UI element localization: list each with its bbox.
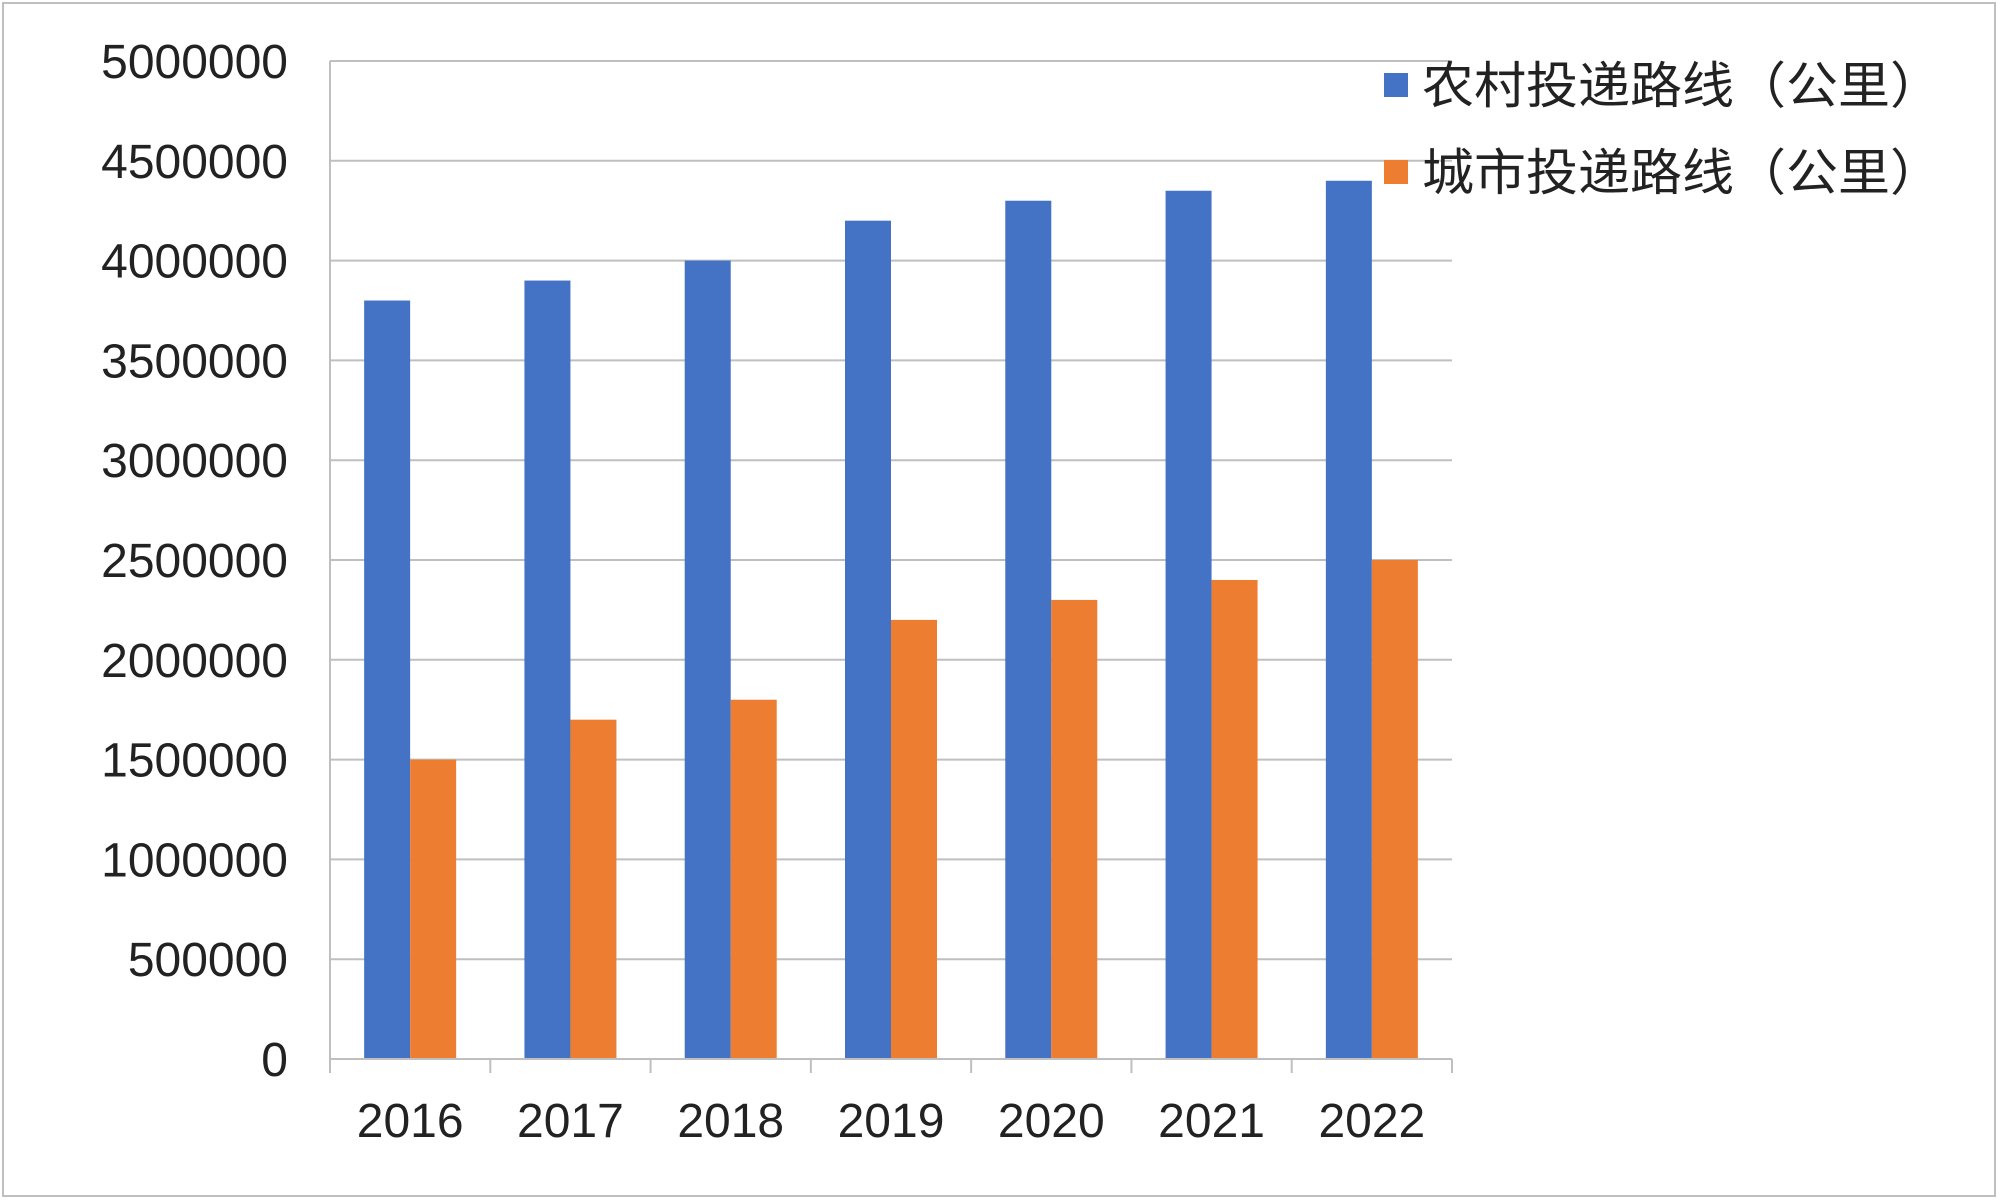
legend-label: 农村投递路线（公里）	[1422, 57, 1942, 115]
y-tick-label: 5000000	[101, 36, 288, 89]
bar-rural-2018	[684, 260, 731, 1060]
x-tick-label: 2022	[1318, 1095, 1425, 1148]
legend-swatch	[1384, 73, 1408, 97]
bar-urban-2020	[1051, 599, 1098, 1059]
y-tick-label: 1500000	[101, 735, 288, 788]
y-tick-label: 4500000	[101, 136, 288, 189]
bar-rural-2019	[845, 220, 891, 1059]
x-axis	[329, 61, 1453, 1073]
y-tick-label: 2000000	[101, 635, 288, 688]
x-tick-label: 2018	[677, 1095, 784, 1148]
bar-rural-2020	[1005, 200, 1052, 1060]
bar-rural-2022	[1325, 180, 1372, 1059]
bar-urban-2021	[1211, 579, 1258, 1059]
x-tick-label: 2021	[1158, 1095, 1265, 1148]
gridlines	[330, 60, 1452, 961]
x-tick-label: 2017	[517, 1095, 624, 1148]
legend-swatch	[1384, 160, 1408, 184]
x-axis-tick-labels: 2016 2017 2018 2019 2020 2021 2022	[357, 1095, 1425, 1148]
bar-urban-2019	[891, 619, 937, 1059]
y-tick-label: 500000	[128, 934, 288, 987]
bar-urban-2016	[410, 759, 457, 1059]
bar-rural-2017	[524, 280, 571, 1059]
y-tick-label: 4000000	[101, 236, 288, 289]
bar-urban-2017	[570, 719, 617, 1059]
y-axis-tick-labels: 0 500000 1000000 1500000 2000000 2500000 30000…	[101, 36, 288, 1087]
y-tick-label: 1000000	[101, 834, 288, 887]
y-tick-label: 2500000	[101, 535, 288, 588]
x-tick-label: 2016	[357, 1095, 464, 1148]
x-tick-label: 2019	[838, 1095, 945, 1148]
x-tick-label: 2020	[998, 1095, 1105, 1148]
bars	[364, 180, 1418, 1060]
y-tick-label: 3500000	[101, 335, 288, 388]
legend: 农村投递路线（公里） 城市投递路线（公里）	[1384, 57, 1942, 202]
bar-urban-2018	[730, 699, 777, 1059]
bar-urban-2022	[1371, 560, 1418, 1059]
bar-rural-2021	[1165, 190, 1212, 1060]
legend-label: 城市投递路线（公里）	[1422, 144, 1942, 202]
y-tick-label: 0	[261, 1034, 288, 1087]
y-tick-label: 3000000	[101, 435, 288, 488]
bar-rural-2016	[364, 300, 411, 1059]
